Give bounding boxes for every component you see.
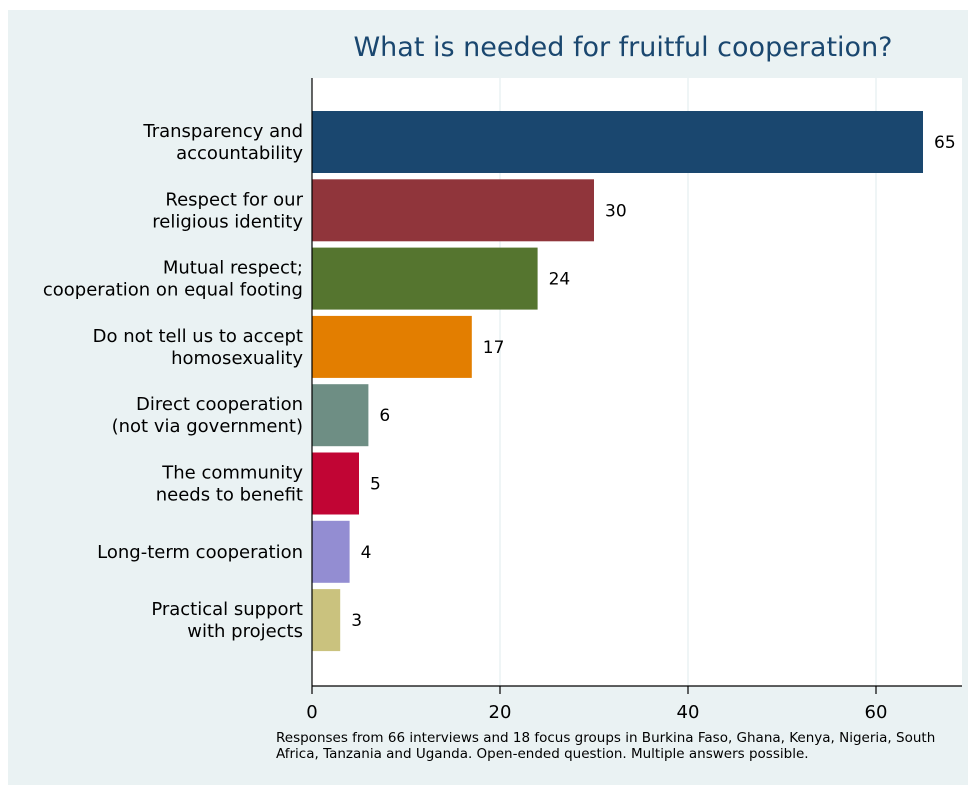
x-tick-label: 0 xyxy=(306,702,317,723)
bar xyxy=(312,589,341,652)
category-label: Respect for our religious identity xyxy=(152,189,303,232)
bar xyxy=(312,247,538,310)
category-label: Practical support with projects xyxy=(151,599,303,642)
x-tick-label: 20 xyxy=(489,702,512,723)
data-label: 6 xyxy=(379,406,390,426)
bar xyxy=(312,384,369,447)
x-tick-label: 60 xyxy=(865,702,888,723)
bar xyxy=(312,315,472,378)
data-label: 3 xyxy=(351,611,362,631)
category-label: Direct cooperation (not via government) xyxy=(112,394,303,437)
data-label: 65 xyxy=(934,133,956,153)
data-label: 4 xyxy=(361,543,372,563)
chart-title: What is needed for fruitful cooperation? xyxy=(353,32,893,63)
data-label: 17 xyxy=(483,338,505,358)
data-label: 5 xyxy=(370,475,381,495)
category-label: Mutual respect; cooperation on equal foot… xyxy=(43,258,303,301)
data-label: 30 xyxy=(605,201,627,221)
category-label: Long-term cooperation xyxy=(97,542,303,563)
bar xyxy=(312,111,923,173)
data-label: 24 xyxy=(549,270,571,290)
category-label: Do not tell us to accept homosexuality xyxy=(93,326,304,369)
bar xyxy=(312,520,350,583)
category-label: Transparency and accountability xyxy=(142,121,303,164)
bar xyxy=(312,179,594,242)
x-tick-label: 40 xyxy=(677,702,700,723)
bar xyxy=(312,452,359,515)
chart-note: Responses from 66 interviews and 18 focu… xyxy=(276,730,936,762)
category-label: The community needs to benefit xyxy=(156,463,304,506)
